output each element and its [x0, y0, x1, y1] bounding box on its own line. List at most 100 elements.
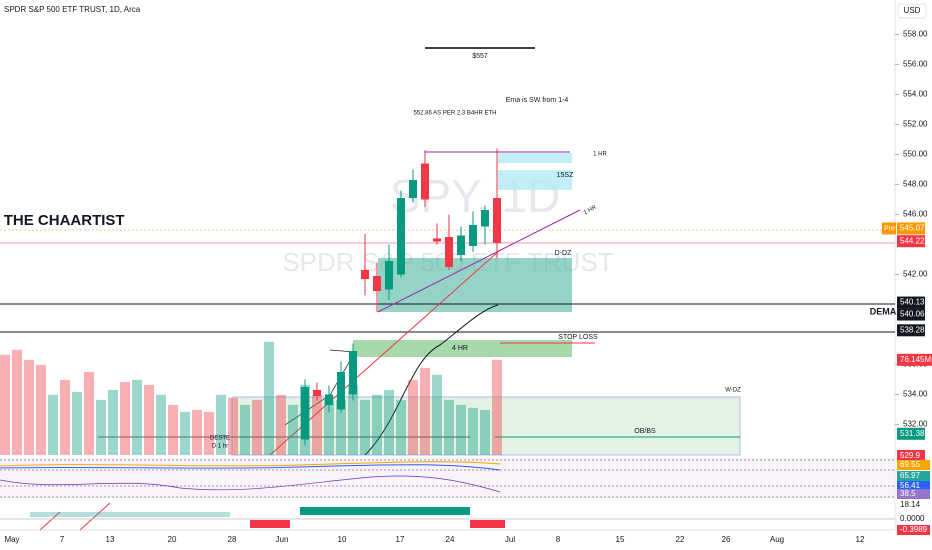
macd-hist	[30, 512, 230, 517]
zone	[498, 170, 572, 190]
candle-body	[469, 225, 477, 246]
candle-body	[493, 198, 501, 243]
candle-body	[409, 180, 417, 198]
price-label-bg	[897, 235, 925, 248]
y-tick-label: 554.00	[903, 90, 928, 99]
volume-bar	[48, 394, 58, 455]
candle-body	[349, 351, 357, 395]
x-tick-label: May	[4, 535, 19, 544]
volume-bar	[468, 407, 478, 455]
volume-bar	[444, 399, 454, 455]
volume-bar	[0, 354, 10, 455]
volume-bar	[36, 364, 46, 455]
volume-bar	[252, 399, 262, 455]
candle-body	[361, 270, 369, 279]
x-tick-label: Aug	[770, 535, 784, 544]
osc-label: 38.5	[900, 489, 916, 498]
volume-bar	[132, 379, 142, 455]
zone	[498, 153, 572, 163]
currency: USD	[904, 6, 921, 15]
y-tick-label: 548.00	[903, 180, 928, 189]
price-label: 545.07	[900, 224, 925, 233]
price-label-bg	[897, 308, 925, 321]
annotation: Ema is SW from 1-4	[506, 97, 569, 104]
annotation: D-DZ	[555, 250, 572, 257]
volume-bar	[312, 394, 322, 455]
candle-body	[481, 210, 489, 227]
osc-label-bg	[897, 500, 930, 510]
osc-label-bg	[897, 460, 930, 470]
candle-body	[301, 387, 309, 440]
osc-label: -0.3989	[900, 525, 928, 534]
x-tick-label: 28	[228, 535, 237, 544]
annotation: W-DZ	[725, 388, 741, 394]
candle-body	[313, 390, 321, 396]
x-tick-label: 22	[676, 535, 685, 544]
macd-hist	[250, 520, 505, 528]
osc-label-bg	[897, 489, 930, 499]
x-tick-label: 7	[60, 535, 65, 544]
annotation: 1 HR	[593, 152, 607, 158]
volume-bar	[120, 381, 130, 455]
osc-label: 0.0000	[900, 514, 925, 523]
volume-label: 76.145M	[900, 355, 931, 364]
x-tick-label: 26	[722, 535, 731, 544]
volume-bar	[456, 404, 466, 455]
volume-bar	[276, 394, 286, 455]
osc-label-bg	[897, 525, 930, 535]
macd-hist	[300, 507, 470, 515]
volume-bar	[492, 359, 502, 455]
volume-bar	[348, 384, 358, 455]
osc-line	[0, 461, 501, 467]
chart-title: SPDR S&P 500 ETF TRUST, 1D, Arca	[4, 5, 141, 14]
x-tick-label: 17	[396, 535, 405, 544]
candle-body	[385, 261, 393, 290]
x-tick-label: Jun	[276, 535, 289, 544]
annotation: 4 HR	[452, 345, 468, 352]
osc-label: 65.97	[900, 471, 921, 480]
price-label: 544.22	[900, 236, 925, 245]
annotation: DEMA	[870, 306, 897, 316]
y-tick-label: 558.00	[903, 30, 928, 39]
price-label: 529.9	[900, 451, 921, 460]
volume-bar	[264, 341, 274, 455]
x-tick-label: 24	[446, 535, 455, 544]
volume-bar	[60, 379, 70, 455]
osc-line	[0, 464, 501, 471]
y-tick-label: 550.00	[903, 150, 928, 159]
volume-bar	[84, 371, 94, 455]
volume-bar	[480, 409, 490, 455]
volume-bar	[384, 389, 394, 455]
osc-label-bg	[897, 481, 930, 491]
volume-bar	[72, 391, 82, 455]
y-tick-label: 546.00	[903, 210, 928, 219]
annotation: DESTE	[210, 436, 230, 442]
candle-body	[445, 237, 453, 267]
volume-bar	[432, 374, 442, 455]
price-label-bg	[897, 427, 925, 440]
ema	[364, 304, 499, 456]
price-label-bg	[897, 450, 925, 462]
annotation: 552.86 AS PER 2,3 B4HR ETH	[413, 111, 496, 117]
annotation: OB/BS	[634, 428, 656, 435]
zone	[231, 396, 741, 456]
osc-label-bg	[897, 471, 930, 481]
volume-bar	[396, 399, 406, 455]
volume-bar	[228, 397, 238, 455]
volume-bar	[180, 411, 190, 455]
volume-bar	[96, 399, 106, 455]
y-tick-label: 552.00	[903, 120, 928, 129]
price-label: 540.13	[900, 298, 925, 307]
osc-label: 56.41	[900, 481, 921, 490]
zone	[378, 258, 572, 312]
annotation: STOP LOSS	[558, 334, 598, 341]
trendline	[377, 209, 581, 313]
price-label-bg	[897, 324, 925, 337]
price-label: 538.28	[900, 325, 925, 334]
y-tick-label: 556.00	[903, 60, 928, 69]
osc-label: 18.14	[900, 500, 921, 509]
y-tick-label: 542.00	[903, 270, 928, 279]
price-label: 531.38	[900, 429, 925, 438]
osc-panel	[0, 458, 895, 498]
